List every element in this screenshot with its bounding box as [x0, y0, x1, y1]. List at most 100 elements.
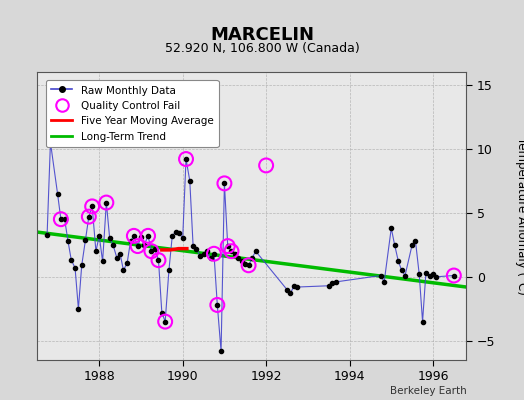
Point	[248, 254, 257, 261]
Point	[401, 272, 409, 279]
Point	[217, 348, 225, 354]
Point	[165, 267, 173, 274]
Point	[74, 306, 83, 312]
Point	[67, 257, 75, 263]
Point	[134, 243, 142, 249]
Point	[380, 279, 388, 285]
Point	[411, 238, 420, 244]
Point	[241, 261, 249, 267]
Point	[92, 248, 100, 254]
Text: 52.920 N, 106.800 W (Canada): 52.920 N, 106.800 W (Canada)	[165, 42, 359, 55]
Point	[85, 214, 93, 220]
Point	[140, 242, 148, 248]
Point	[144, 233, 152, 239]
Point	[227, 248, 236, 254]
Text: MARCELIN: MARCELIN	[210, 26, 314, 44]
Point	[95, 233, 103, 239]
Point	[109, 242, 117, 248]
Point	[168, 233, 177, 239]
Point	[88, 203, 96, 210]
Point	[244, 262, 253, 268]
Point	[78, 262, 86, 268]
Point	[231, 250, 239, 257]
Point	[147, 248, 156, 254]
Point	[64, 238, 72, 244]
Point	[57, 216, 65, 222]
Point	[85, 214, 93, 220]
Point	[324, 282, 333, 289]
Text: Berkeley Earth: Berkeley Earth	[390, 386, 466, 396]
Point	[57, 216, 65, 222]
Point	[137, 234, 145, 240]
Point	[129, 233, 138, 239]
Point	[293, 284, 302, 290]
Point	[199, 250, 208, 257]
Point	[425, 272, 434, 279]
Point	[171, 229, 180, 235]
Point	[99, 258, 107, 265]
Point	[71, 265, 79, 271]
Point	[43, 231, 51, 238]
Point	[286, 290, 294, 297]
Point	[147, 248, 156, 254]
Point	[210, 250, 218, 257]
Point	[46, 139, 54, 146]
Point	[422, 270, 430, 276]
Point	[53, 190, 62, 197]
Point	[418, 318, 427, 325]
Point	[432, 274, 441, 280]
Point	[210, 250, 218, 257]
Point	[81, 236, 90, 243]
Point	[290, 282, 298, 289]
Point	[203, 248, 211, 254]
Point	[238, 258, 246, 265]
Point	[123, 260, 132, 266]
Point	[387, 225, 396, 231]
Point	[102, 199, 111, 206]
Point	[390, 242, 399, 248]
Point	[144, 233, 152, 239]
Point	[129, 233, 138, 239]
Point	[394, 258, 402, 265]
Point	[175, 230, 183, 236]
Point	[328, 280, 336, 286]
Point	[408, 242, 417, 248]
Point	[224, 243, 232, 249]
Point	[196, 253, 204, 260]
Point	[154, 257, 162, 263]
Point	[450, 272, 458, 279]
Point	[224, 243, 232, 249]
Point	[185, 178, 194, 184]
Point	[227, 248, 236, 254]
Point	[150, 246, 159, 252]
Point	[105, 235, 114, 242]
Y-axis label: Temperature Anomaly (°C): Temperature Anomaly (°C)	[515, 137, 524, 295]
Point	[154, 257, 162, 263]
Point	[213, 302, 222, 308]
Point	[213, 302, 222, 308]
Point	[429, 271, 437, 278]
Point	[332, 279, 340, 285]
Point	[134, 243, 142, 249]
Point	[126, 238, 135, 244]
Point	[161, 318, 169, 325]
Point	[116, 250, 124, 257]
Point	[119, 267, 128, 274]
Point	[88, 203, 96, 210]
Point	[206, 254, 215, 261]
Point	[377, 272, 385, 279]
Point	[220, 180, 228, 186]
Point	[252, 248, 260, 254]
Point	[415, 271, 423, 278]
Point	[244, 262, 253, 268]
Point	[189, 243, 198, 249]
Point	[450, 272, 458, 279]
Point	[102, 199, 111, 206]
Point	[60, 216, 69, 222]
Point	[113, 254, 121, 261]
Point	[262, 162, 270, 169]
Point	[161, 318, 169, 325]
Point	[234, 254, 243, 261]
Point	[192, 246, 201, 252]
Point	[283, 286, 291, 293]
